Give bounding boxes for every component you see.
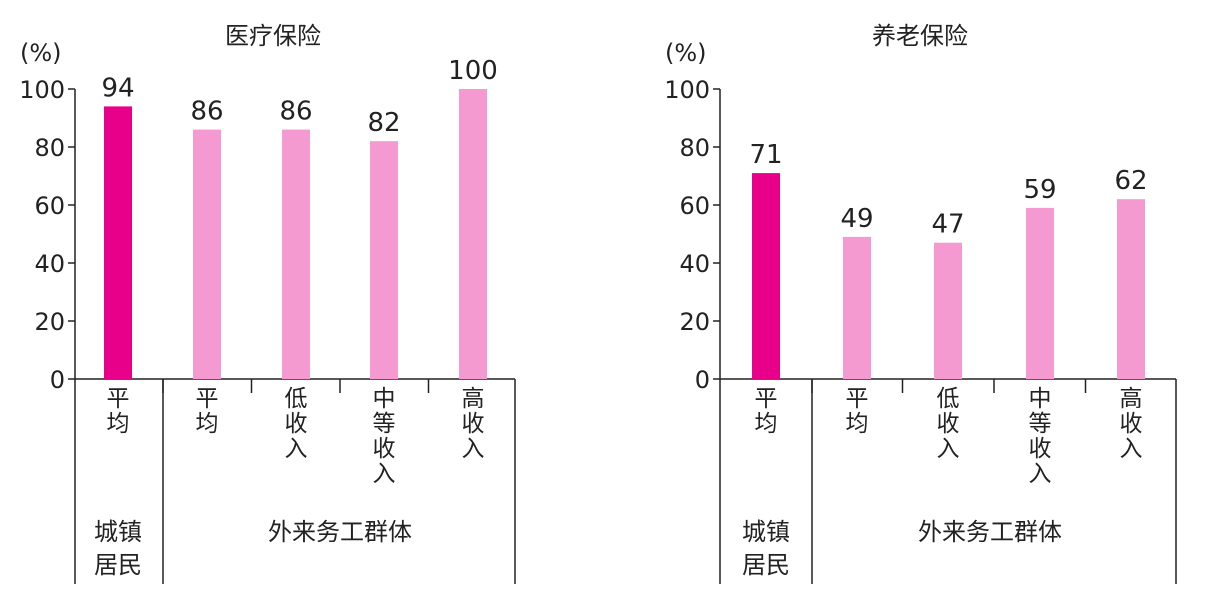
bar xyxy=(370,141,398,379)
group-label: 外来务工群体 xyxy=(918,518,1062,546)
group-label: 城镇 xyxy=(742,518,790,546)
group-label: 外来务工群体 xyxy=(268,518,412,546)
y-tick-label: 60 xyxy=(679,192,710,220)
category-label: 低收入 xyxy=(937,386,960,462)
data-label: 82 xyxy=(367,108,400,138)
bar xyxy=(459,89,487,379)
bar xyxy=(282,129,310,379)
bar xyxy=(104,106,132,380)
category-label: 高收入 xyxy=(462,386,485,462)
y-tick-label: 0 xyxy=(695,366,710,394)
category-label: 平均 xyxy=(107,386,130,437)
bar xyxy=(752,173,780,379)
group-label: 居民 xyxy=(94,551,142,579)
category-label: 高收入 xyxy=(1120,386,1143,462)
data-label: 71 xyxy=(749,140,782,170)
data-label: 86 xyxy=(190,97,223,127)
category-label: 中等收入 xyxy=(1029,386,1052,487)
data-label: 62 xyxy=(1114,166,1147,196)
group-label: 城镇 xyxy=(94,518,142,546)
category-label: 平均 xyxy=(846,386,869,437)
y-tick-label: 80 xyxy=(34,134,65,162)
category-label: 低收入 xyxy=(285,386,308,462)
data-label: 86 xyxy=(279,97,312,127)
unit-label: (%) xyxy=(665,39,707,67)
y-tick-label: 60 xyxy=(34,192,65,220)
unit-label: (%) xyxy=(20,39,62,67)
category-label: 中等收入 xyxy=(373,386,396,487)
y-tick-label: 20 xyxy=(34,308,65,336)
data-label: 47 xyxy=(931,210,964,240)
y-tick-label: 0 xyxy=(50,366,65,394)
y-tick-label: 80 xyxy=(679,134,710,162)
category-label: 平均 xyxy=(196,386,219,437)
bar xyxy=(1026,207,1054,379)
chart-title: 医疗保险 xyxy=(225,22,321,50)
bar xyxy=(1117,199,1145,379)
category-label: 平均 xyxy=(755,386,778,437)
chart-title: 养老保险 xyxy=(872,22,968,50)
bar xyxy=(843,236,871,379)
y-tick-label: 40 xyxy=(34,250,65,278)
y-tick-label: 100 xyxy=(664,76,710,104)
data-label: 59 xyxy=(1023,175,1056,205)
data-label: 94 xyxy=(101,73,134,103)
data-label: 49 xyxy=(840,204,873,234)
y-tick-label: 40 xyxy=(679,250,710,278)
data-label: 100 xyxy=(448,56,498,86)
y-tick-label: 20 xyxy=(679,308,710,336)
group-label: 居民 xyxy=(742,551,790,579)
bar xyxy=(193,129,221,379)
y-tick-label: 100 xyxy=(19,76,65,104)
bar xyxy=(934,242,962,379)
